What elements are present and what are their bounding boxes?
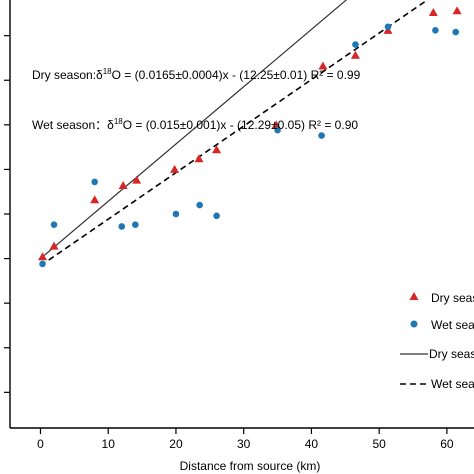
dry-season-point <box>428 7 438 16</box>
dry-season-point <box>118 180 128 189</box>
y-axis-ticks <box>4 35 10 393</box>
wet-season-point <box>118 223 126 230</box>
dry-season-point <box>132 175 142 184</box>
legend-dry-marker <box>409 292 419 300</box>
dry-season-point <box>318 61 328 70</box>
legend-dry-line-label: Dry season <box>429 347 474 361</box>
dry-fit-line <box>40 0 348 260</box>
x-tick-label-6: 60 <box>440 437 454 451</box>
wet-season-point <box>50 221 58 228</box>
fit-lines <box>40 0 429 267</box>
x-tick-label-5: 50 <box>372 437 386 451</box>
wet-season-point <box>352 41 359 48</box>
x-tick-label-1: 10 <box>102 437 116 451</box>
dry-season-point <box>452 6 462 15</box>
legend-wet-marker <box>410 320 418 328</box>
wet-season-point <box>384 23 392 31</box>
data-markers <box>38 6 462 268</box>
legend-wet-line-label: Wet season <box>431 377 474 391</box>
dry-season-point <box>38 252 48 261</box>
dry-season-point <box>49 241 59 250</box>
x-tick-label-2: 20 <box>169 437 183 451</box>
dry-season-point <box>271 120 281 129</box>
dry-season-point <box>170 164 180 173</box>
dry-season-point <box>194 154 204 163</box>
x-tick-label-3: 30 <box>237 437 251 451</box>
x-tick-labels: 0 10 20 30 40 50 60 <box>37 437 454 451</box>
x-tick-label-0: 0 <box>37 437 44 451</box>
wet-season-point <box>172 210 180 218</box>
wet-fit-line <box>40 0 429 267</box>
wet-season-point <box>318 132 325 139</box>
wet-season-point <box>39 260 46 268</box>
x-tick-label-4: 40 <box>305 437 319 451</box>
wet-season-point <box>132 221 139 228</box>
legend-wet-label: Wet season <box>431 318 474 332</box>
legend: Dry season Wet season Dry season Wet sea… <box>400 291 474 391</box>
wet-season-point <box>213 212 220 220</box>
wet-season-point <box>432 27 439 34</box>
wet-season-point <box>91 178 98 186</box>
dry-season-equation: Dry season:δ18O = (0.0165±0.0004)x - (12… <box>32 67 361 82</box>
dry-season-point <box>212 145 222 154</box>
wet-season-point <box>274 126 281 134</box>
dry-season-point <box>350 50 360 59</box>
legend-dry-label: Dry season <box>431 291 474 305</box>
x-axis-ticks <box>39 428 448 434</box>
wet-season-point <box>196 201 203 209</box>
dry-season-point <box>90 195 100 204</box>
wet-season-equation: Wet season：δ18O = (0.015±0.001)x - (12.2… <box>32 117 358 132</box>
wet-season-point <box>452 28 460 36</box>
x-axis-title: Distance from source (km) <box>180 459 321 473</box>
